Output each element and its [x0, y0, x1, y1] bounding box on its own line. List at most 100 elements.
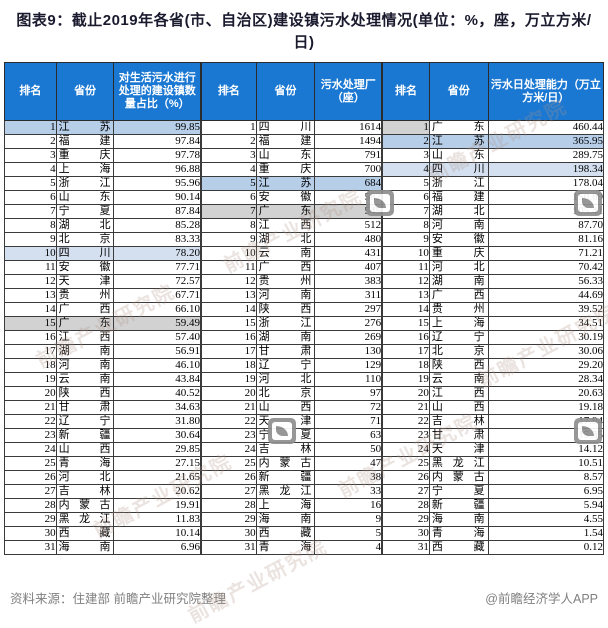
table-row: 10 云南 431: [201, 246, 383, 261]
table-row: 7 宁夏 87.84: [4, 204, 202, 219]
province-cell: 西藏: [255, 526, 316, 541]
value-cell: 29.20: [487, 358, 605, 373]
province-cell: 四川: [255, 120, 316, 135]
column-header: 排名: [4, 62, 57, 121]
value-cell: 70.42: [487, 260, 605, 275]
value-cell: 289.75: [487, 148, 605, 163]
table-row: 4 上海 96.88: [4, 162, 202, 177]
rank-cell: 12: [4, 274, 57, 289]
province-cell: 河南: [55, 358, 115, 373]
province-cell: 福建: [255, 134, 316, 149]
province-cell: 福建: [428, 190, 489, 205]
province-cell: 湖北: [55, 218, 115, 233]
rank-cell: 30: [4, 526, 57, 541]
table-row: 8 湖北 85.28: [4, 218, 202, 233]
value-cell: 105.41: [487, 204, 605, 219]
tables-container: 排名 省份 对生活污水进行处理的建设镇数量占比（%） 1 江苏 99.85 2 福建 97.84…: [0, 62, 608, 555]
province-cell: 广西: [255, 260, 316, 275]
table-row: 1 广东 460.44: [382, 120, 605, 135]
rank-cell: 14: [382, 302, 430, 317]
value-cell: 43.84: [113, 372, 202, 387]
province-cell: 安徽: [55, 260, 115, 275]
value-cell: 460.44: [487, 120, 605, 135]
table-row: 9 北京 83.33: [4, 232, 202, 247]
value-cell: 6.95: [487, 484, 605, 499]
province-cell: 宁夏: [428, 484, 489, 499]
province-cell: 北京: [255, 386, 316, 401]
province-cell: 贵州: [55, 288, 115, 303]
rank-cell: 17: [201, 344, 257, 359]
province-cell: 河北: [255, 372, 316, 387]
province-cell: 陕西: [428, 358, 489, 373]
value-cell: 30.64: [113, 428, 202, 443]
rank-cell: 11: [201, 260, 257, 275]
value-cell: 39.52: [487, 302, 605, 317]
table-row: 26 新疆 38: [201, 470, 383, 485]
province-cell: 西藏: [55, 526, 115, 541]
rank-cell: 27: [382, 484, 430, 499]
rank-cell: 13: [201, 288, 257, 303]
value-cell: 97.78: [113, 148, 202, 163]
table-row: 11 广西 407: [201, 260, 383, 275]
rank-cell: 25: [382, 456, 430, 471]
value-cell: 4.55: [487, 512, 605, 527]
table-row: 21 甘肃 34.63: [4, 400, 202, 415]
province-cell: 宁夏: [255, 428, 316, 443]
table-row: 9 安徽 81.16: [382, 232, 605, 247]
rank-cell: 12: [201, 274, 257, 289]
province-cell: 河北: [55, 470, 115, 485]
value-cell: 77.71: [113, 260, 202, 275]
value-cell: 34.63: [113, 400, 202, 415]
rank-cell: 8: [201, 218, 257, 233]
column-header: 省份: [428, 62, 489, 121]
province-cell: 内蒙古: [428, 470, 489, 485]
value-cell: 38: [314, 470, 383, 485]
header-row: 排名 省份 对生活污水进行处理的建设镇数量占比（%）: [4, 62, 202, 121]
value-cell: 5: [314, 526, 383, 541]
province-cell: 贵州: [428, 302, 489, 317]
table-row: 18 陕西 29.20: [382, 358, 605, 373]
table-row: 3 重庆 97.78: [4, 148, 202, 163]
province-cell: 湖南: [428, 274, 489, 289]
table-row: 25 内蒙古 47: [201, 456, 383, 471]
rank-cell: 31: [4, 540, 57, 555]
daily-capacity-table: 排名 省份 污水日处理能力（万立方米/日） 1 广东 460.44 2 江苏 365.95 3 山东…: [382, 62, 605, 555]
table-row: 14 陕西 297: [201, 302, 383, 317]
rank-cell: 29: [4, 512, 57, 527]
province-cell: 内蒙古: [55, 498, 115, 513]
rank-cell: 22: [4, 414, 57, 429]
rank-cell: 31: [201, 540, 257, 555]
province-cell: 天津: [255, 414, 316, 429]
province-cell: 海南: [255, 512, 316, 527]
province-cell: 黑龙江: [55, 512, 115, 527]
province-cell: 重庆: [55, 148, 115, 163]
province-cell: 河南: [255, 288, 316, 303]
value-cell: 66.10: [113, 302, 202, 317]
table-row: 12 天津 72.57: [4, 274, 202, 289]
rank-cell: 22: [201, 414, 257, 429]
rank-cell: 5: [4, 176, 57, 191]
province-cell: 山东: [55, 190, 115, 205]
rank-cell: 6: [382, 190, 430, 205]
value-cell: 276: [314, 316, 383, 331]
table-row: 2 福建 1494: [201, 134, 383, 149]
rank-cell: 29: [201, 512, 257, 527]
value-cell: 71: [314, 414, 383, 429]
table-row: 20 北京 97: [201, 386, 383, 401]
column-header: 污水处理厂（座）: [314, 62, 383, 121]
rank-cell: 19: [201, 372, 257, 387]
table-row: 27 吉林 20.62: [4, 484, 202, 499]
table-row: 22 吉林 17.94: [382, 414, 605, 429]
table-row: 6 福建 150.69: [382, 190, 605, 205]
value-cell: 30.06: [487, 344, 605, 359]
value-cell: 198.34: [487, 162, 605, 177]
rank-cell: 19: [382, 372, 430, 387]
table-row: 31 海南 6.96: [4, 540, 202, 555]
province-cell: 吉林: [55, 484, 115, 499]
value-cell: 50: [314, 442, 383, 457]
province-cell: 上海: [428, 316, 489, 331]
header-row: 排名 省份 污水日处理能力（万立方米/日）: [382, 62, 605, 121]
value-cell: 297: [314, 302, 383, 317]
value-cell: 72: [314, 400, 383, 415]
province-cell: 浙江: [55, 176, 115, 191]
